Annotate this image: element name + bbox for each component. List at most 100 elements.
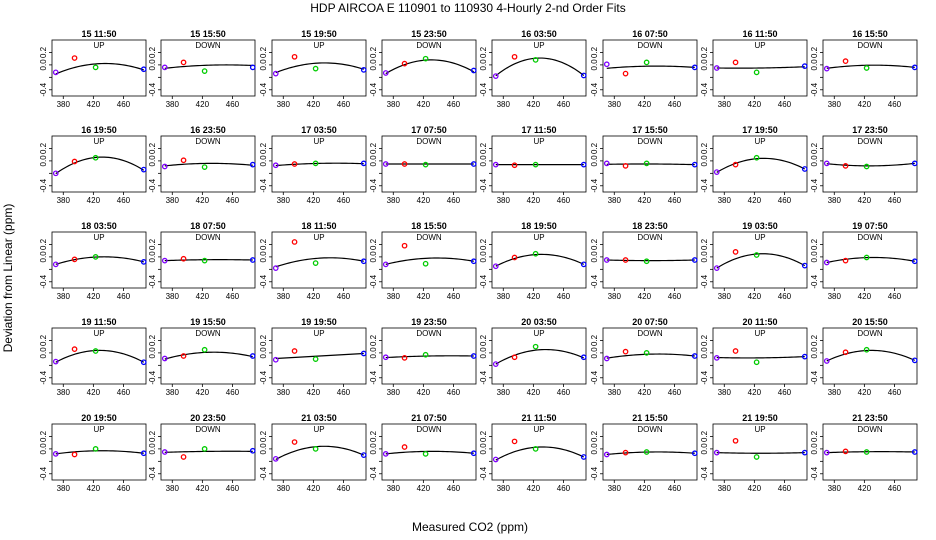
y-tick-label: -0.4 [479,274,488,288]
panel: 19 15:50 DOWN -0.4 0.00.2 380 420 460 [148,317,256,397]
y-tick-label: 0.0 [39,59,48,71]
panel-direction: UP [754,329,765,338]
data-point [643,449,650,455]
x-tick-label: 420 [87,100,101,109]
panel: 15 23:50 DOWN -0.4 0.00.2 380 420 460 [369,29,477,109]
y-tick-label: 0.0 [259,443,268,455]
panel-direction: DOWN [857,41,883,50]
y-tick-label: -0.4 [39,274,48,288]
panel-direction: DOWN [637,425,663,434]
x-tick-label: 420 [196,196,210,205]
x-tick-label: 460 [888,196,902,205]
x-tick-label: 420 [417,388,431,397]
data-point [92,154,99,161]
data-point [401,355,408,361]
data-point [52,358,59,365]
data-point [140,259,147,265]
x-tick-label: 460 [778,196,792,205]
data-point [643,160,650,167]
y-tick-label: -0.4 [479,370,488,384]
data-point [492,361,499,367]
data-point [511,354,518,361]
fit-curve [164,450,253,453]
panel-title: 15 11:50 [81,29,116,39]
x-tick-label: 460 [117,100,131,109]
panel-title: 18 03:50 [81,221,117,231]
fit-curve [606,259,695,262]
panel-frame [491,231,587,289]
fit-curve [164,259,253,262]
x-tick-label: 420 [307,388,321,397]
panel-title: 18 19:50 [521,221,557,231]
y-tick-label: 0.0 [590,59,599,71]
data-point [603,355,610,362]
panel: 19 07:50 DOWN -0.4 0.00.2 380 420 460 [810,221,918,301]
x-tick-label: 420 [417,196,431,205]
data-point [180,454,187,460]
data-point [291,53,298,60]
x-tick-label: 380 [387,388,401,397]
fit-curve [606,163,695,166]
data-point [691,450,698,457]
chart-title: HDP AIRCOA E 110901 to 110930 4-Hourly 2… [310,1,626,15]
panel-direction: DOWN [857,233,883,242]
y-tick-label: 0.0 [810,155,819,167]
x-tick-label: 380 [57,484,71,493]
panel-direction: UP [93,329,104,338]
y-tick-label: 0.0 [810,251,819,263]
panel-frame [822,327,918,385]
fit-curve [55,156,145,175]
y-tick-label: -0.4 [39,466,48,480]
y-tick-label: 0.2 [39,430,48,442]
y-tick-label: -0.4 [700,178,709,192]
y-tick-label: 0.2 [479,46,488,58]
y-tick-label: 0.2 [590,334,599,346]
panel: 16 11:50 UP -0.4 0.00.2 380 420 460 [700,29,808,109]
y-tick-label: 0.0 [590,155,599,167]
y-tick-label: 0.0 [700,59,709,71]
fit-curve [606,353,695,359]
y-tick-label: 0.2 [810,46,819,58]
x-tick-label: 380 [166,292,180,301]
data-point [753,359,760,366]
data-point [863,65,870,71]
x-tick-label: 460 [557,196,571,205]
panel-title: 21 03:50 [301,413,337,423]
data-point [401,444,408,450]
data-point [360,452,367,458]
panel-title: 16 19:50 [81,125,117,135]
data-point [580,161,587,168]
panel-title: 17 19:50 [742,125,778,135]
data-point [470,258,477,265]
y-tick-label: -0.4 [39,82,48,96]
panel: 21 23:50 DOWN -0.4 0.00.2 380 420 460 [810,413,918,493]
x-tick-label: 380 [608,100,622,109]
y-tick-label: 0.2 [148,430,157,442]
panel-title: 17 15:50 [632,125,668,135]
panel-direction: UP [754,137,765,146]
panel: 17 23:50 DOWN -0.4 0.00.2 380 420 460 [810,125,918,205]
y-tick-label: 0.2 [590,142,599,154]
panel-direction: UP [754,233,765,242]
data-point [71,55,78,61]
fit-curve [275,445,364,460]
y-tick-label: -0.4 [700,370,709,384]
panel: 15 11:50 UP -0.4 0.00.2 380 420 460 [39,29,147,109]
y-tick-label: 0.2 [259,142,268,154]
data-point [272,356,279,363]
y-tick-label: 0.2 [39,46,48,58]
y-tick-label: 0.2 [810,430,819,442]
panel-title: 21 11:50 [521,413,556,423]
y-tick-label: 0.0 [39,347,48,359]
x-tick-label: 460 [668,196,682,205]
data-point [249,161,256,168]
x-tick-label: 420 [858,196,872,205]
data-point [272,70,279,77]
data-point [360,350,367,357]
data-point [92,64,99,71]
y-tick-label: 0.2 [259,334,268,346]
y-tick-label: 0.0 [590,347,599,359]
data-point [823,259,830,266]
y-tick-label: -0.4 [369,370,378,384]
panel-title: 20 11:50 [742,317,777,327]
